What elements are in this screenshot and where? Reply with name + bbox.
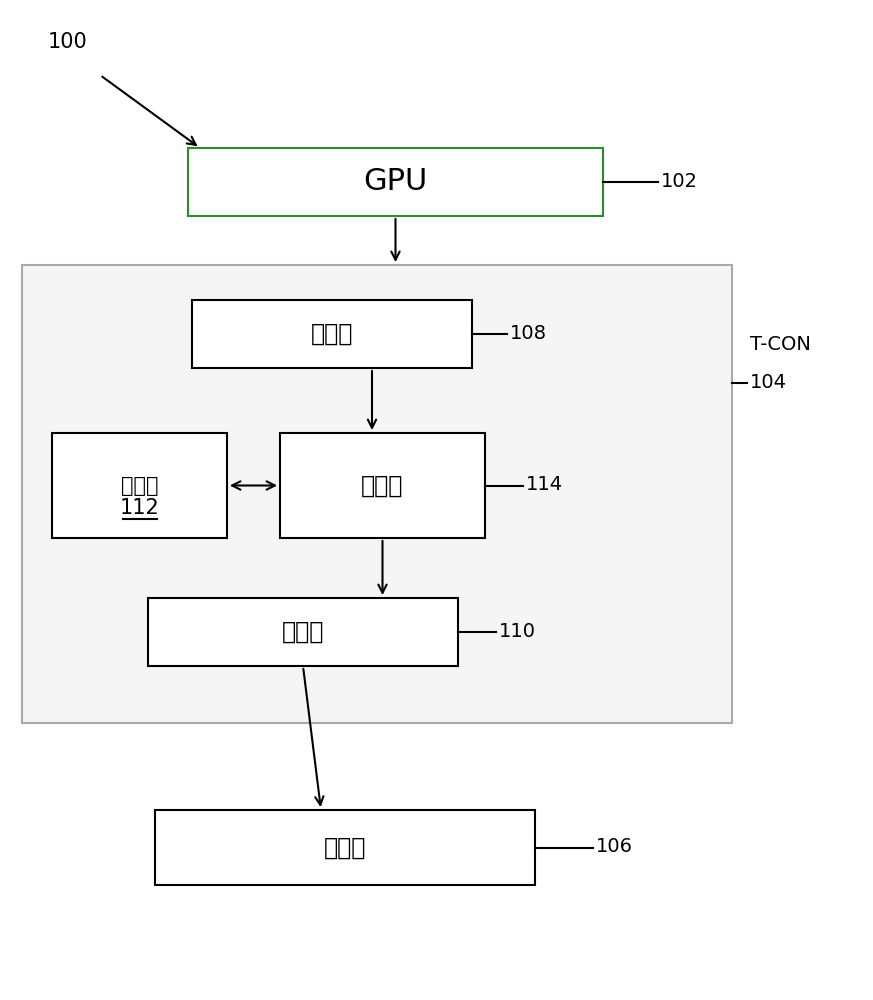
FancyBboxPatch shape [192, 300, 472, 368]
Text: T-CON: T-CON [750, 335, 811, 354]
Text: 102: 102 [661, 172, 698, 191]
FancyBboxPatch shape [22, 265, 732, 723]
FancyBboxPatch shape [155, 810, 535, 885]
FancyBboxPatch shape [188, 148, 603, 216]
Text: 显示器: 显示器 [324, 836, 366, 859]
Text: GPU: GPU [363, 167, 428, 196]
Text: 114: 114 [526, 476, 563, 494]
Text: 104: 104 [750, 373, 787, 392]
Text: 发射器: 发射器 [282, 620, 324, 644]
FancyBboxPatch shape [280, 433, 485, 538]
Text: 110: 110 [499, 622, 536, 641]
FancyBboxPatch shape [148, 598, 458, 666]
Text: 106: 106 [596, 838, 633, 856]
Text: 接收器: 接收器 [311, 322, 354, 346]
Text: 100: 100 [48, 32, 88, 52]
Text: 处理器: 处理器 [361, 474, 403, 497]
Text: 缓冲器: 缓冲器 [120, 476, 158, 495]
FancyBboxPatch shape [52, 433, 227, 538]
Text: 112: 112 [120, 497, 160, 518]
Text: 108: 108 [510, 324, 547, 343]
